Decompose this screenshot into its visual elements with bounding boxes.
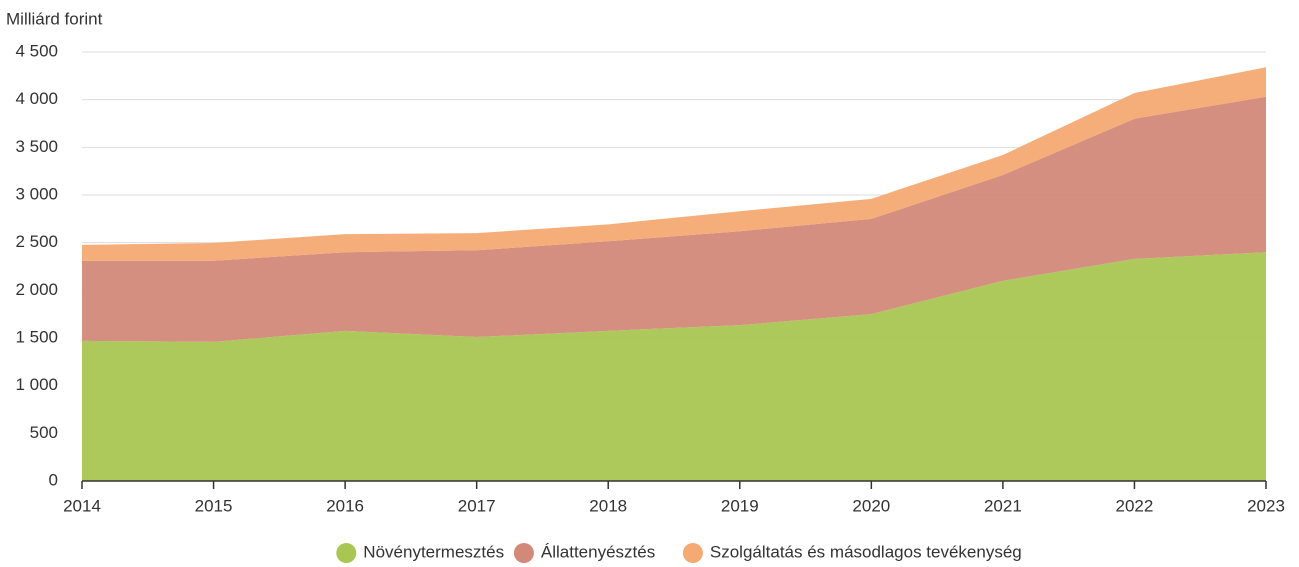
y-tick-label: 3 000 <box>15 184 58 203</box>
y-tick-label: 0 <box>49 470 58 489</box>
y-tick-label: 3 500 <box>15 137 58 156</box>
area <box>82 252 1266 481</box>
y-tick-label: 500 <box>30 423 58 442</box>
area <box>82 96 1266 342</box>
legend-label: Állattenyésztés <box>541 542 655 561</box>
legend-label: Szolgáltatás és másodlagos tevékenység <box>710 542 1022 561</box>
x-tick-label: 2020 <box>852 496 890 515</box>
area <box>82 67 1266 261</box>
y-tick-label: 4 000 <box>15 89 58 108</box>
x-tick-label: 2015 <box>195 496 233 515</box>
y-tick-label: 2 000 <box>15 280 58 299</box>
x-tick-label: 2016 <box>326 496 364 515</box>
x-tick-label: 2021 <box>984 496 1022 515</box>
x-tick-label: 2022 <box>1116 496 1154 515</box>
y-axis-label: Milliárd forint <box>6 9 103 28</box>
x-tick-label: 2023 <box>1247 496 1285 515</box>
legend-marker <box>336 543 357 563</box>
y-tick-label: 2 500 <box>15 232 58 251</box>
x-tick-label: 2014 <box>63 496 101 515</box>
legend-label: Növénytermesztés <box>363 542 504 561</box>
x-tick-label: 2017 <box>458 496 496 515</box>
y-tick-label: 1 000 <box>15 375 58 394</box>
y-tick-label: 4 500 <box>15 41 58 60</box>
x-tick-label: 2018 <box>589 496 627 515</box>
y-tick-label: 1 500 <box>15 327 58 346</box>
x-tick-label: 2019 <box>721 496 759 515</box>
legend-marker <box>513 543 534 563</box>
legend-marker <box>682 543 703 563</box>
